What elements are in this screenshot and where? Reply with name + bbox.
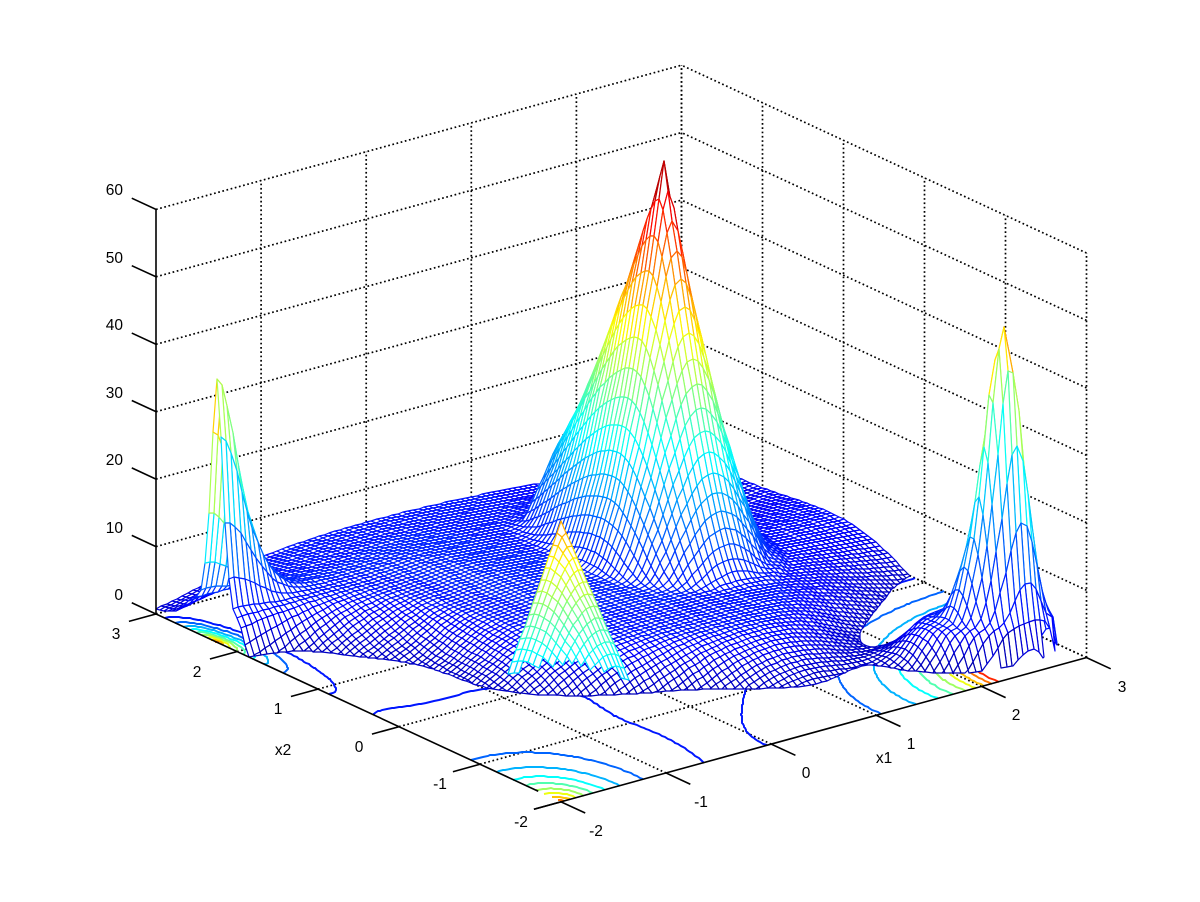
- svg-text:10: 10: [106, 520, 124, 537]
- svg-text:2: 2: [193, 664, 202, 681]
- svg-text:30: 30: [106, 385, 124, 402]
- svg-text:0: 0: [114, 587, 123, 604]
- svg-text:x1: x1: [876, 750, 892, 767]
- svg-text:0: 0: [355, 739, 364, 756]
- svg-text:40: 40: [106, 317, 124, 334]
- svg-text:1: 1: [907, 736, 916, 753]
- svg-text:-1: -1: [694, 794, 708, 811]
- svg-text:50: 50: [106, 250, 124, 267]
- svg-text:2: 2: [1012, 707, 1021, 724]
- svg-text:-2: -2: [514, 814, 528, 831]
- svg-text:0: 0: [802, 765, 811, 782]
- svg-text:20: 20: [106, 452, 124, 469]
- svg-text:-2: -2: [589, 823, 603, 840]
- svg-text:1: 1: [274, 701, 283, 718]
- svg-text:x2: x2: [275, 742, 291, 759]
- svg-text:-1: -1: [433, 776, 447, 793]
- svg-text:3: 3: [1118, 679, 1127, 696]
- svg-text:60: 60: [106, 182, 124, 199]
- svg-text:3: 3: [112, 626, 121, 643]
